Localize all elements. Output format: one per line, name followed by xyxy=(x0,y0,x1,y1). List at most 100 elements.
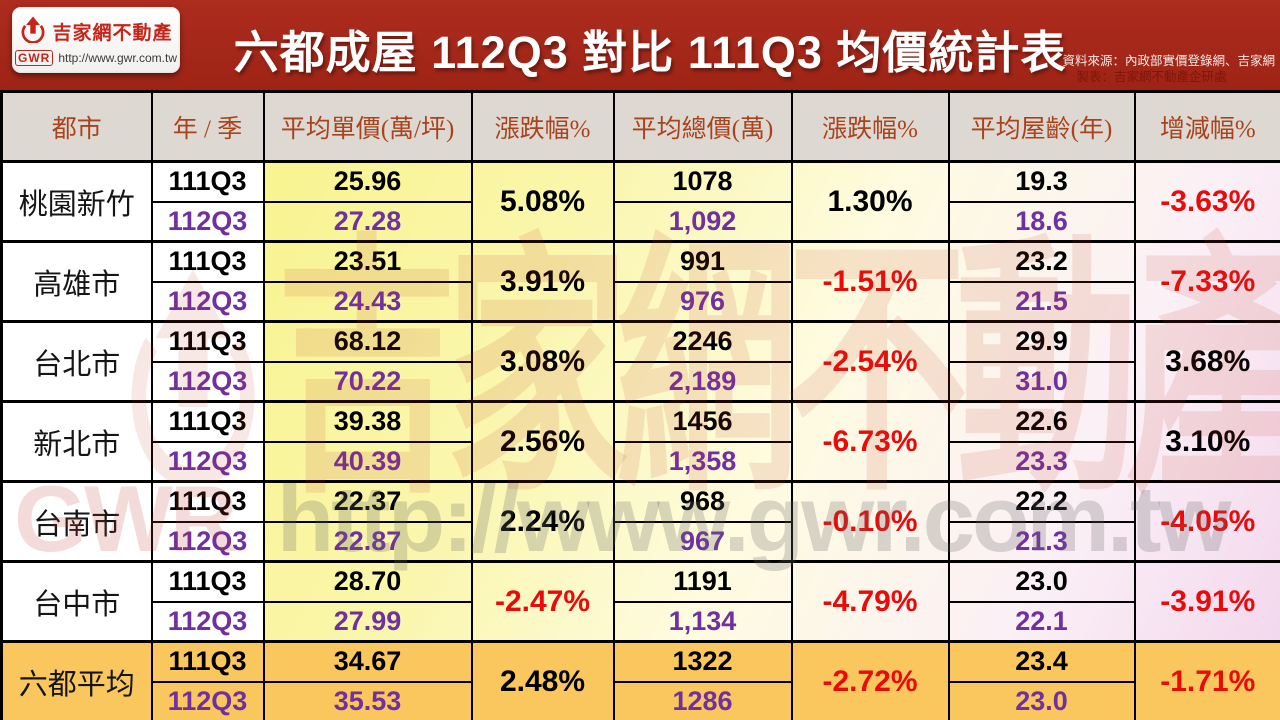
unit-change-cell: 2.24% xyxy=(470,480,615,563)
unit-price-cell: 23.51 xyxy=(262,240,473,283)
table-maker-line: 製表：吉家網不動產企研處 xyxy=(1076,70,1227,84)
year-cell: 112Q3 xyxy=(150,680,265,720)
table-row: 112Q3 27.99 1,134 22.1 xyxy=(2,600,1280,643)
unit-price-cell: 28.70 xyxy=(262,560,473,603)
year-cell: 111Q3 xyxy=(150,160,265,203)
unit-price-cell: 22.87 xyxy=(262,520,473,563)
year-cell: 112Q3 xyxy=(150,280,265,323)
total-price-cell: 976 xyxy=(612,280,793,323)
house-age-cell: 18.6 xyxy=(947,200,1136,243)
age-change-cell: -4.05% xyxy=(1133,480,1280,563)
col-header-year-quarter: 年 / 季 xyxy=(150,90,265,163)
total-price-cell: 967 xyxy=(612,520,793,563)
year-cell: 111Q3 xyxy=(150,480,265,523)
house-age-cell: 21.3 xyxy=(947,520,1136,563)
logo-gwr-text: GWR xyxy=(14,49,54,66)
table-row: 112Q3 22.87 967 21.3 xyxy=(2,520,1280,563)
logo-brand-text: 吉家網不動產 xyxy=(52,22,173,44)
age-change-cell: -3.91% xyxy=(1133,560,1280,643)
house-age-cell: 22.2 xyxy=(947,480,1136,523)
table-row: 高雄市 111Q3 23.51 3.91% 991 -1.51% 23.2 -7… xyxy=(0,240,1280,323)
unit-change-cell: 3.91% xyxy=(470,240,615,323)
gwr-arrow-icon xyxy=(19,15,47,48)
city-cell: 桃園新竹 xyxy=(0,160,153,243)
table-row: 112Q3 40.39 1,358 23.3 xyxy=(2,440,1280,483)
house-age-cell: 23.3 xyxy=(947,440,1136,483)
total-price-cell: 968 xyxy=(612,480,793,523)
city-cell: 台中市 xyxy=(0,560,153,643)
city-cell: 新北市 xyxy=(0,400,153,483)
col-header-total-change: 漲跌幅% xyxy=(790,90,950,163)
gwr-logo: 吉家網不動產 GWR http://www.gwr.com.tw xyxy=(12,7,180,73)
total-price-cell: 2,189 xyxy=(612,360,793,403)
house-age-cell: 23.0 xyxy=(947,560,1136,603)
unit-price-cell: 39.38 xyxy=(262,400,473,443)
house-age-cell: 23.0 xyxy=(947,680,1136,720)
total-change-cell: 1.30% xyxy=(790,160,950,243)
total-price-cell: 1322 xyxy=(612,640,793,683)
average-row: 112Q3 35.53 1286 23.0 xyxy=(2,680,1280,720)
year-cell: 112Q3 xyxy=(150,360,265,403)
city-cell: 台北市 xyxy=(0,320,153,403)
source-note: 資料來源：內政部實價登錄網、吉家網 製表：吉家網不動產企研處 xyxy=(1062,53,1275,85)
col-header-house-age: 平均屋齡(年) xyxy=(947,90,1136,163)
year-cell: 112Q3 xyxy=(150,200,265,243)
house-age-cell: 23.2 xyxy=(947,240,1136,283)
total-price-cell: 1286 xyxy=(612,680,793,720)
table-row: 台南市 111Q3 22.37 2.24% 968 -0.10% 22.2 -4… xyxy=(0,480,1280,563)
total-price-cell: 1456 xyxy=(612,400,793,443)
col-header-unit-price: 平均單價(萬/坪) xyxy=(262,90,473,163)
total-price-cell: 1078 xyxy=(612,160,793,203)
total-price-cell: 1191 xyxy=(612,560,793,603)
total-change-cell: -0.10% xyxy=(790,480,950,563)
col-header-total-price: 平均總價(萬) xyxy=(612,90,793,163)
unit-change-cell: 5.08% xyxy=(470,160,615,243)
unit-price-cell: 34.67 xyxy=(262,640,473,683)
total-price-cell: 1,092 xyxy=(612,200,793,243)
table-header-row: 都市 年 / 季 平均單價(萬/坪) 漲跌幅% 平均總價(萬) 漲跌幅% 平均屋… xyxy=(0,90,1280,163)
table-row: 112Q3 70.22 2,189 31.0 xyxy=(2,360,1280,403)
page-title: 六都成屋 112Q3 對比 111Q3 均價統計表 xyxy=(233,27,1067,78)
age-change-cell: -1.71% xyxy=(1133,640,1280,720)
house-age-cell: 31.0 xyxy=(947,360,1136,403)
total-price-cell: 1,134 xyxy=(612,600,793,643)
unit-price-cell: 70.22 xyxy=(262,360,473,403)
city-cell: 台南市 xyxy=(0,480,153,563)
unit-price-cell: 27.28 xyxy=(262,200,473,243)
year-cell: 112Q3 xyxy=(150,520,265,563)
total-change-cell: -2.54% xyxy=(790,320,950,403)
age-change-cell: -3.63% xyxy=(1133,160,1280,243)
age-change-cell: 3.68% xyxy=(1133,320,1280,403)
house-age-cell: 29.9 xyxy=(947,320,1136,363)
house-age-cell: 23.4 xyxy=(947,640,1136,683)
col-header-city: 都市 xyxy=(0,90,153,163)
unit-price-cell: 25.96 xyxy=(262,160,473,203)
logo-url-text: http://www.gwr.com.tw xyxy=(58,50,178,65)
year-cell: 111Q3 xyxy=(150,640,265,683)
unit-price-cell: 24.43 xyxy=(262,280,473,323)
table-row: 台中市 111Q3 28.70 -2.47% 1191 -4.79% 23.0 … xyxy=(0,560,1280,643)
total-price-cell: 2246 xyxy=(612,320,793,363)
year-cell: 111Q3 xyxy=(150,320,265,363)
logo-brand-row: 吉家網不動產 xyxy=(19,15,172,48)
total-price-cell: 991 xyxy=(612,240,793,283)
unit-change-cell: 2.56% xyxy=(470,400,615,483)
unit-price-cell: 40.39 xyxy=(262,440,473,483)
col-header-age-change: 增減幅% xyxy=(1133,90,1280,163)
unit-price-cell: 35.53 xyxy=(262,680,473,720)
title-banner: 吉家網不動產 GWR http://www.gwr.com.tw 六都成屋 11… xyxy=(0,0,1280,90)
year-cell: 111Q3 xyxy=(150,560,265,603)
age-change-cell: -7.33% xyxy=(1133,240,1280,323)
table-row: 桃園新竹 111Q3 25.96 5.08% 1078 1.30% 19.3 -… xyxy=(0,160,1280,243)
total-price-cell: 1,358 xyxy=(612,440,793,483)
table-row: 新北市 111Q3 39.38 2.56% 1456 -6.73% 22.6 3… xyxy=(0,400,1280,483)
unit-change-cell: -2.47% xyxy=(470,560,615,643)
total-change-cell: -6.73% xyxy=(790,400,950,483)
year-cell: 111Q3 xyxy=(150,240,265,283)
house-age-cell: 22.6 xyxy=(947,400,1136,443)
col-header-unit-change: 漲跌幅% xyxy=(470,90,615,163)
total-change-cell: -4.79% xyxy=(790,560,950,643)
house-age-cell: 22.1 xyxy=(947,600,1136,643)
house-age-cell: 19.3 xyxy=(947,160,1136,203)
unit-change-cell: 2.48% xyxy=(470,640,615,720)
